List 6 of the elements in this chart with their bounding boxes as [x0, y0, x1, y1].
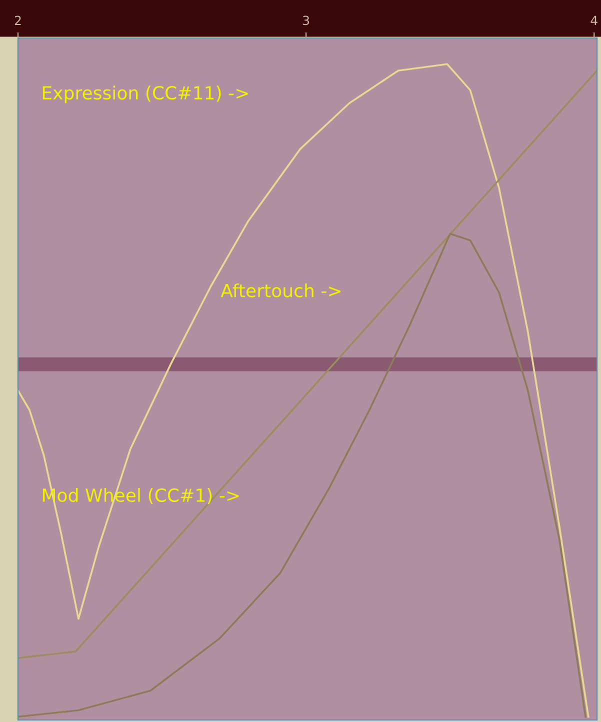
- annotation: Mod Wheel (CC#1) ->: [42, 488, 239, 504]
- x-tick-label: 3: [303, 16, 310, 26]
- annotation: Aftertouch ->: [220, 283, 340, 298]
- annotation: Expression (CC#11) ->: [42, 86, 248, 104]
- x-tick-label: 4: [590, 16, 598, 25]
- x-tick-label: 2: [14, 16, 21, 25]
